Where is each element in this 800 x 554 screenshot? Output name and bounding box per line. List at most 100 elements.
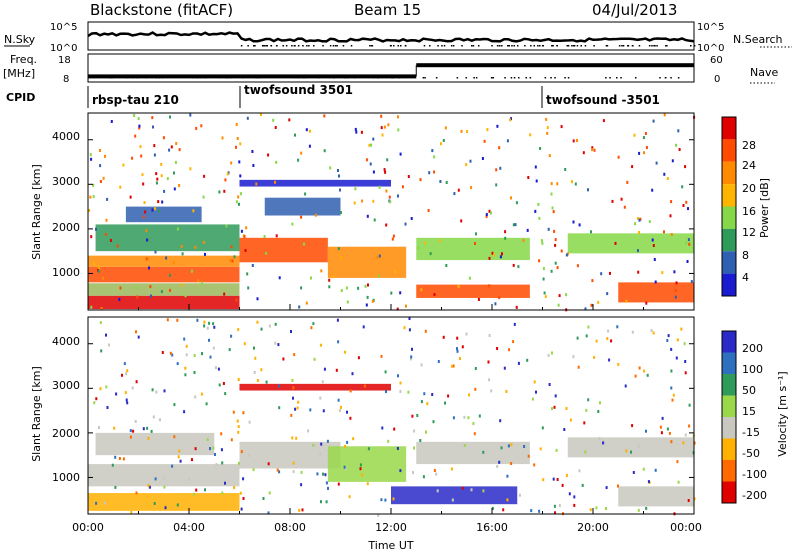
power-speckle [340,289,343,293]
nsearch-dot [423,45,426,47]
velocity-speckle [595,506,598,510]
velocity-speckle [230,334,233,338]
velocity-speckle [645,506,648,510]
power-speckle [275,160,278,164]
velocity-speckle [523,445,526,448]
power-ylabel: Slant Range [km] [30,164,43,260]
power-band-10 [416,237,530,261]
velocity-speckle [194,447,197,451]
velocity-speckle [541,426,544,430]
velocity-speckle [491,506,494,510]
velocity-speckle [595,339,598,343]
velocity-speckle [573,495,576,499]
power-speckle [652,244,655,247]
velocity-speckle [212,346,215,350]
velocity-speckle [451,364,453,368]
velocity-speckle [236,419,239,423]
nave-dot [529,77,532,79]
power-speckle [238,160,241,164]
power-speckle [135,286,138,290]
power-speckle [310,276,312,280]
nave-dot [132,77,134,79]
velocity-speckle [668,431,671,435]
power-speckle [381,133,384,137]
velocity-speckle [452,416,455,420]
velocity-speckle [301,508,304,512]
power-speckle [172,261,175,265]
velocity-speckle [154,477,157,481]
power-speckle [247,286,250,290]
power-speckle [670,200,673,204]
nsearch-dot [524,45,526,47]
velocity-speckle [228,348,231,352]
velocity-speckle [324,473,327,477]
power-speckle [95,227,97,231]
power-speckle [527,176,530,179]
velocity-speckle [671,398,674,402]
velocity-speckle [631,424,634,428]
power-speckle [427,209,430,212]
power-speckle [99,149,101,152]
power-speckle [377,274,380,278]
power-speckle [373,218,376,222]
power-speckle [92,183,95,187]
power-speckle [166,177,169,181]
power-speckle [308,129,311,133]
power-speckle [160,174,163,178]
power-panel-frame [87,112,695,311]
power-speckle [355,130,358,134]
colorbar-swatch [722,374,736,396]
velocity-speckle [184,366,187,370]
power-speckle [162,136,165,140]
velocity-speckle [505,390,508,393]
power-speckle [246,272,249,276]
velocity-speckle [660,431,663,435]
velocity-speckle [243,342,246,346]
power-speckle [169,115,171,119]
nsearch-dot [247,45,249,47]
power-speckle [539,147,542,150]
velocity-speckle [214,366,217,370]
velocity-speckle [385,390,387,394]
power-speckle [440,142,442,146]
power-speckle [481,157,484,160]
power-band-2 [88,266,240,283]
velocity-speckle [307,429,310,433]
nsearch-dot [370,45,373,47]
power-speckle [328,278,331,282]
velocity-speckle [222,382,225,385]
velocity-speckle [260,368,263,372]
power-speckle [274,126,277,129]
power-speckle [554,243,557,247]
colorbar-swatch [722,184,736,207]
velocity-speckle [163,389,166,393]
velocity-speckle [606,337,609,341]
nsearch-dot [566,45,568,47]
nsearch-dot [511,45,513,47]
power-speckle [433,170,436,174]
power-band-1 [88,283,240,296]
velocity-speckle [135,330,137,334]
power-speckle [401,185,404,189]
colorbar-swatch [722,331,736,353]
velocity-speckle [408,317,411,320]
velocity-speckle [413,446,415,450]
velocity-speckle [193,371,196,374]
nsearch-dot [631,45,634,47]
power-speckle [118,298,121,301]
power-speckle [474,242,476,245]
velocity-speckle [450,467,453,471]
nsearch-dot [253,45,255,47]
velocity-speckle [643,369,646,373]
velocity-speckle [201,352,203,356]
nsearch-dot [334,45,337,47]
power-speckle [368,143,371,147]
power-speckle [491,251,494,255]
nave-dot [677,77,680,79]
power-speckle [314,213,317,217]
velocity-speckle [499,419,502,423]
power-speckle [174,160,177,164]
velocity-speckle [179,459,182,463]
power-speckle [564,168,567,171]
nsearch-dot [618,45,621,47]
